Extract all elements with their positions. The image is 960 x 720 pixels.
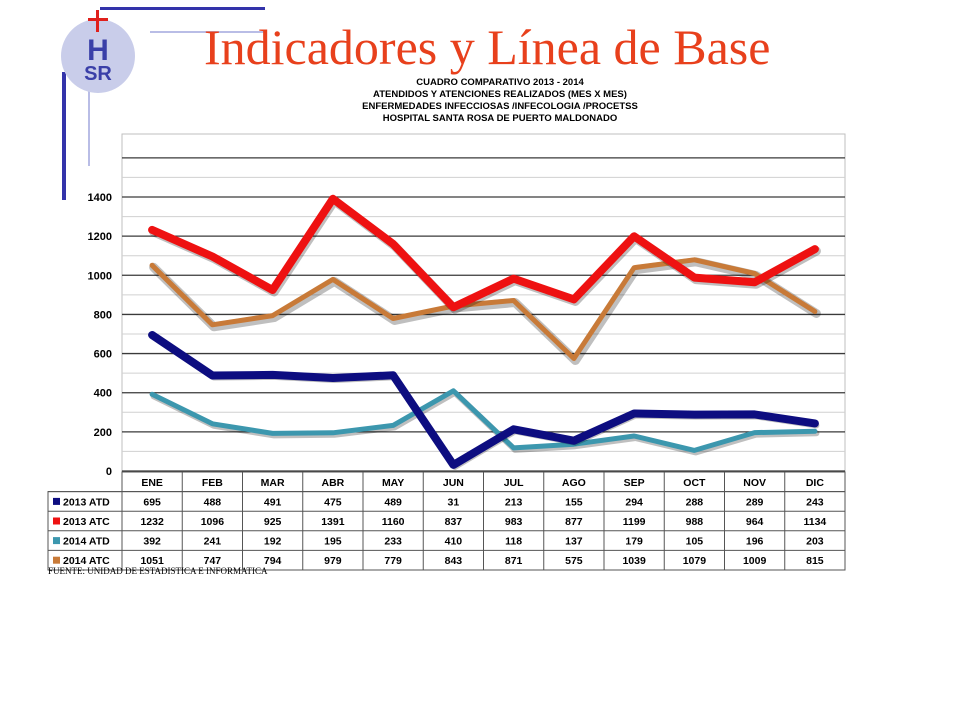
table-cell: 1199 — [623, 516, 646, 528]
table-cell: 964 — [746, 516, 764, 528]
svg-text:SR: SR — [84, 63, 112, 85]
source-note: FUENTE: UNIDAD DE ESTADISTICA E INFORMAT… — [48, 566, 268, 576]
series-line-2013-atc — [148, 194, 819, 312]
x-category-label: AGO — [562, 477, 586, 489]
table-cell: 203 — [806, 536, 824, 548]
table-cell: 491 — [264, 496, 282, 508]
table-cell: 196 — [746, 536, 764, 548]
y-tick-label: 800 — [94, 309, 112, 321]
x-category-label: NOV — [743, 477, 766, 489]
table-cell: 794 — [264, 555, 282, 567]
y-tick-label: 0 — [106, 466, 112, 478]
table-cell: 1009 — [743, 555, 767, 567]
table-cell: 925 — [264, 516, 282, 528]
legend-entry: 2013 ATC — [63, 516, 110, 528]
x-category-label: DIC — [806, 477, 825, 489]
table-cell: 1079 — [683, 555, 707, 567]
x-category-label: MAR — [261, 477, 285, 489]
y-tick-label: 1200 — [88, 231, 112, 243]
table-cell: 1134 — [803, 516, 826, 528]
chart-series-layer — [148, 194, 821, 470]
series-line-2014-atd — [149, 388, 818, 453]
table-cell: 488 — [204, 496, 222, 508]
table-cell: 815 — [806, 555, 824, 567]
table-cell: 871 — [505, 555, 523, 567]
table-cell: 155 — [565, 496, 583, 508]
x-category-label: JUL — [504, 477, 524, 489]
table-cell: 241 — [204, 536, 222, 548]
svg-text:H: H — [87, 34, 109, 67]
x-category-label: OCT — [683, 477, 706, 489]
y-tick-label: 600 — [94, 349, 112, 361]
table-cell: 1232 — [140, 516, 164, 528]
table-cell: 31 — [448, 496, 460, 508]
left-accent-bar-light — [88, 70, 90, 166]
series-line-2013-atd — [148, 331, 819, 469]
table-cell: 747 — [204, 555, 222, 567]
table-cell: 779 — [384, 555, 402, 567]
x-category-label: FEB — [202, 477, 223, 489]
y-tick-label: 200 — [94, 427, 112, 439]
table-cell: 489 — [384, 496, 402, 508]
chart-subtitle-line: HOSPITAL SANTA ROSA DE PUERTO MALDONADO — [382, 113, 618, 124]
left-accent-bar — [62, 72, 66, 200]
legend-swatch — [53, 537, 60, 545]
table-cell: 118 — [505, 536, 522, 548]
x-category-label: MAY — [382, 477, 404, 489]
table-cell: 575 — [565, 555, 583, 567]
legend-entry: 2014 ATD — [63, 536, 110, 548]
table-cell: 695 — [143, 496, 161, 508]
legend-swatch — [53, 556, 60, 564]
page-title: Indicadores y Línea de Base — [204, 19, 771, 75]
table-cell: 105 — [686, 536, 704, 548]
data-table: ENE FEB MAR ABR MAY JUN JUL AGO SEP OCT NOV DIC 2013… — [47, 471, 846, 571]
chart-subtitle-line: ATENDIDOS Y ATENCIONES REALIZADOS (MES X… — [373, 89, 627, 100]
table-cell: 288 — [686, 496, 704, 508]
y-tick-label: 1400 — [88, 192, 112, 204]
table-cell: 294 — [625, 496, 643, 508]
table-cell: 1096 — [201, 516, 225, 528]
legend-entry: 2013 ATD — [63, 496, 110, 508]
chart-subtitle-line: ENFERMEDADES INFECCIOSAS /INFECOLOGIA /P… — [362, 101, 638, 112]
table-cell: 1051 — [140, 555, 164, 567]
table-cell: 877 — [565, 516, 583, 528]
table-cell: 392 — [143, 536, 161, 548]
table-cell: 983 — [505, 516, 523, 528]
x-category-label: SEP — [624, 477, 645, 489]
x-category-label: ENE — [141, 477, 163, 489]
table-cell: 1160 — [382, 516, 405, 528]
table-cell: 410 — [445, 536, 463, 548]
table-cell: 1391 — [321, 516, 345, 528]
hospital-logo-icon: H SR — [61, 10, 135, 93]
top-accent-bar-light — [150, 31, 265, 33]
table-cell: 137 — [565, 536, 583, 548]
table-cell: 988 — [686, 516, 704, 528]
series-line-2014-atc — [149, 257, 818, 361]
legend-entry: 2014 ATC — [63, 555, 110, 567]
chart-subtitle-line: CUADRO COMPARATIVO 2013 - 2014 — [416, 77, 584, 88]
table-cell: 195 — [324, 536, 342, 548]
y-tick-label: 1000 — [88, 270, 112, 282]
table-cell: 843 — [445, 555, 463, 567]
x-category-label: JUN — [443, 477, 464, 489]
table-cell: 243 — [806, 496, 824, 508]
legend-swatch — [53, 517, 60, 525]
table-cell: 475 — [324, 496, 342, 508]
table-cell: 837 — [445, 516, 463, 528]
y-tick-label: 400 — [94, 388, 112, 400]
table-cell: 289 — [746, 496, 764, 508]
chart-subtitle: CUADRO COMPARATIVO 2013 - 2014 ATENDIDOS… — [250, 77, 750, 125]
table-cell: 1039 — [622, 555, 646, 567]
table-cell: 233 — [384, 536, 402, 548]
table-cell: 213 — [505, 496, 523, 508]
top-accent-bar — [100, 7, 265, 10]
table-cell: 192 — [264, 536, 282, 548]
x-category-label: ABR — [322, 477, 345, 489]
table-cell: 179 — [625, 536, 643, 548]
table-cell: 979 — [324, 555, 342, 567]
legend-swatch — [53, 497, 60, 505]
